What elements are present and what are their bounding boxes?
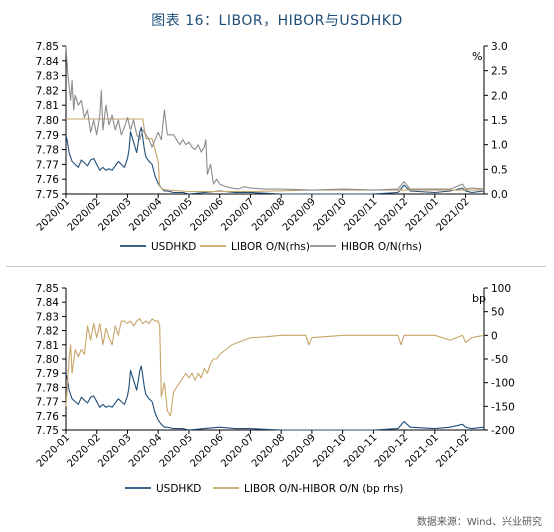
left-y-tick-label: 7.75 — [36, 189, 59, 201]
left-y-tick-label: 7.80 — [36, 354, 59, 366]
right-axis-unit-label: bp — [472, 292, 486, 305]
right-y-tick-label: 100 — [491, 283, 511, 295]
legend-label: LIBOR O/N-HIBOR O/N (bp rhs) — [244, 483, 403, 495]
left-y-tick-label: 7.78 — [36, 382, 59, 394]
left-y-tick-label: 7.77 — [36, 159, 59, 171]
legend-label: LIBOR O/N(rhs) — [231, 241, 310, 253]
right-axis-unit-label: % — [472, 50, 482, 63]
right-y-tick-label: 2.0 — [491, 90, 508, 102]
series-line-hibor-o-n-rhs — [65, 45, 485, 191]
left-y-tick-label: 7.81 — [36, 340, 59, 352]
series-line-libor-o-n-hibor-o-n-bp-rhs — [65, 318, 485, 417]
source-note: 数据来源：Wind、兴业研究 — [416, 517, 542, 528]
figure-title: 图表 16：LIBOR，HIBOR与USDHKD — [151, 13, 403, 29]
left-y-tick-label: 7.77 — [36, 397, 59, 409]
right-y-tick-label: -100 — [491, 378, 515, 390]
x-tick-label: 2021/02 — [435, 196, 472, 233]
right-y-tick-label: 0 — [491, 330, 498, 342]
legend-label: USDHKD — [151, 241, 196, 253]
right-y-tick-label: 1.0 — [491, 140, 508, 152]
series-line-usdhkd — [65, 365, 485, 431]
left-y-tick-label: 7.82 — [36, 326, 59, 338]
series-line-libor-o-n-rhs — [66, 118, 484, 193]
left-y-tick-label: 7.76 — [36, 411, 60, 423]
left-y-tick-label: 7.79 — [36, 368, 59, 380]
x-tick-label: 2021-02 — [434, 432, 471, 469]
right-y-tick-label: 50 — [491, 307, 504, 319]
left-y-tick-label: 7.84 — [36, 56, 60, 68]
right-y-tick-label: 0.5 — [491, 164, 508, 176]
left-y-tick-label: 7.85 — [36, 41, 59, 53]
left-y-tick-label: 7.75 — [36, 425, 59, 437]
left-y-tick-label: 7.83 — [36, 71, 59, 83]
series-line-usdhkd — [65, 126, 485, 195]
right-y-tick-label: 3.0 — [491, 41, 508, 53]
left-y-tick-label: 7.82 — [36, 85, 59, 97]
legend-label: USDHKD — [156, 483, 201, 495]
left-y-tick-label: 7.80 — [36, 115, 59, 127]
left-y-tick-label: 7.78 — [36, 145, 59, 157]
chart-spread-usdhkd: 7.75 7.76 7.77 7.78 7.79 7.80 7.81 7.82 7.83 7.84… — [35, 283, 515, 495]
right-y-tick-label: -150 — [491, 401, 515, 413]
right-y-tick-label: 0.0 — [491, 189, 508, 201]
left-y-tick-label: 7.85 — [36, 283, 59, 295]
left-y-tick-label: 7.76 — [36, 174, 60, 186]
chart-libor-hibor-usdhkd: 7.75 7.76 7.77 7.78 7.79 7.80 7.81 7.82 7.83 7.84… — [35, 41, 508, 253]
right-y-tick-label: 2.5 — [491, 66, 508, 78]
left-y-tick-label: 7.81 — [36, 100, 59, 112]
chart-separator — [6, 266, 546, 267]
right-y-tick-label: -200 — [491, 425, 515, 437]
left-y-tick-label: 7.79 — [36, 130, 59, 142]
right-y-tick-label: 1.5 — [491, 115, 508, 127]
legend-label: HIBOR O/N(rhs) — [341, 241, 422, 253]
right-y-tick-label: -50 — [491, 354, 508, 366]
left-y-tick-label: 7.84 — [36, 297, 60, 309]
left-y-tick-label: 7.83 — [36, 311, 59, 323]
